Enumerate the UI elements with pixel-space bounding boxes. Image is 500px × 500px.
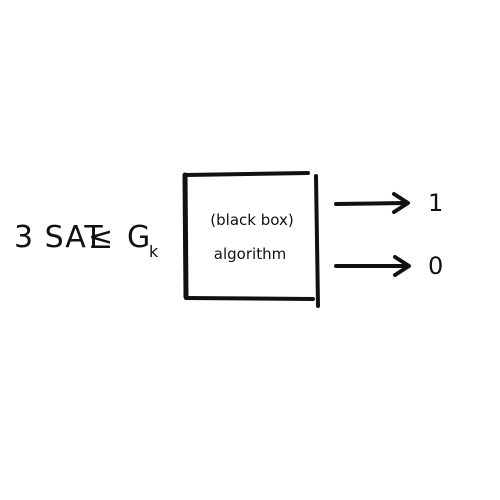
right-arrow-icon [336,194,408,212]
reduction-target-problem: G [127,220,151,255]
black-box-left-border [185,175,186,297]
black-box-algorithm: (black box) algorithm [185,173,318,306]
black-box-label-line-1: (black box) [210,211,293,229]
output-one: 1 [336,189,443,217]
reduction-relation-symbol: ≤ [88,221,114,256]
black-box-bottom-border [186,298,313,299]
right-arrow-icon [336,257,409,275]
black-box-top-border [186,173,308,175]
black-box-right-border [316,176,318,306]
output-zero: 0 [336,252,443,280]
black-box-label-line-2: algorithm [214,245,286,263]
reduction-expression: 3 SAT ≤ G k [14,220,159,261]
reduction-target-subscript: k [149,242,159,261]
output-zero-label: 0 [428,252,443,280]
output-one-label: 1 [428,189,443,217]
